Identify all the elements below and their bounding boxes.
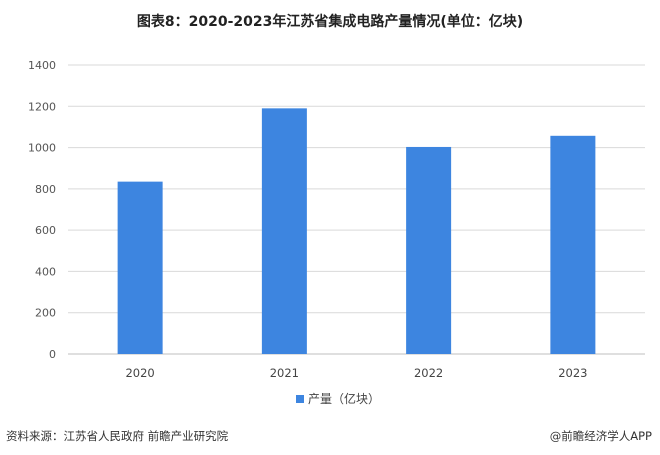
y-axis: 0 200 400 600 800 1000 1200 1400 [28,59,56,361]
brand-credit: @前瞻经济学人APP [549,429,652,443]
bar-2023 [550,135,596,354]
bar-2021 [261,108,307,354]
y-tick-label: 1400 [28,59,56,72]
bar-2022 [406,146,452,354]
x-tick-label: 2020 [125,366,154,380]
x-tick-label: 2021 [270,366,299,380]
y-tick-label: 1000 [28,142,56,155]
legend: 产量（亿块） [296,391,380,406]
y-tick-label: 0 [49,348,56,361]
y-tick-label: 800 [35,183,56,196]
y-tick-label: 400 [35,265,56,278]
source-note: 资料来源：江苏省人民政府 前瞻产业研究院 [6,429,229,443]
chart-title: 图表8：2020-2023年江苏省集成电路产量情况(单位：亿块) [136,14,524,30]
bar-2020 [117,181,163,354]
x-tick-label: 2023 [558,366,587,380]
x-axis: 2020 2021 2022 2023 [125,366,587,380]
x-tick-label: 2022 [414,366,443,380]
y-tick-label: 200 [35,307,56,320]
gridlines [68,64,645,355]
y-tick-label: 600 [35,224,56,237]
legend-swatch [296,395,304,403]
bars [117,108,596,354]
legend-label: 产量（亿块） [308,391,380,406]
y-tick-label: 1200 [28,100,56,113]
